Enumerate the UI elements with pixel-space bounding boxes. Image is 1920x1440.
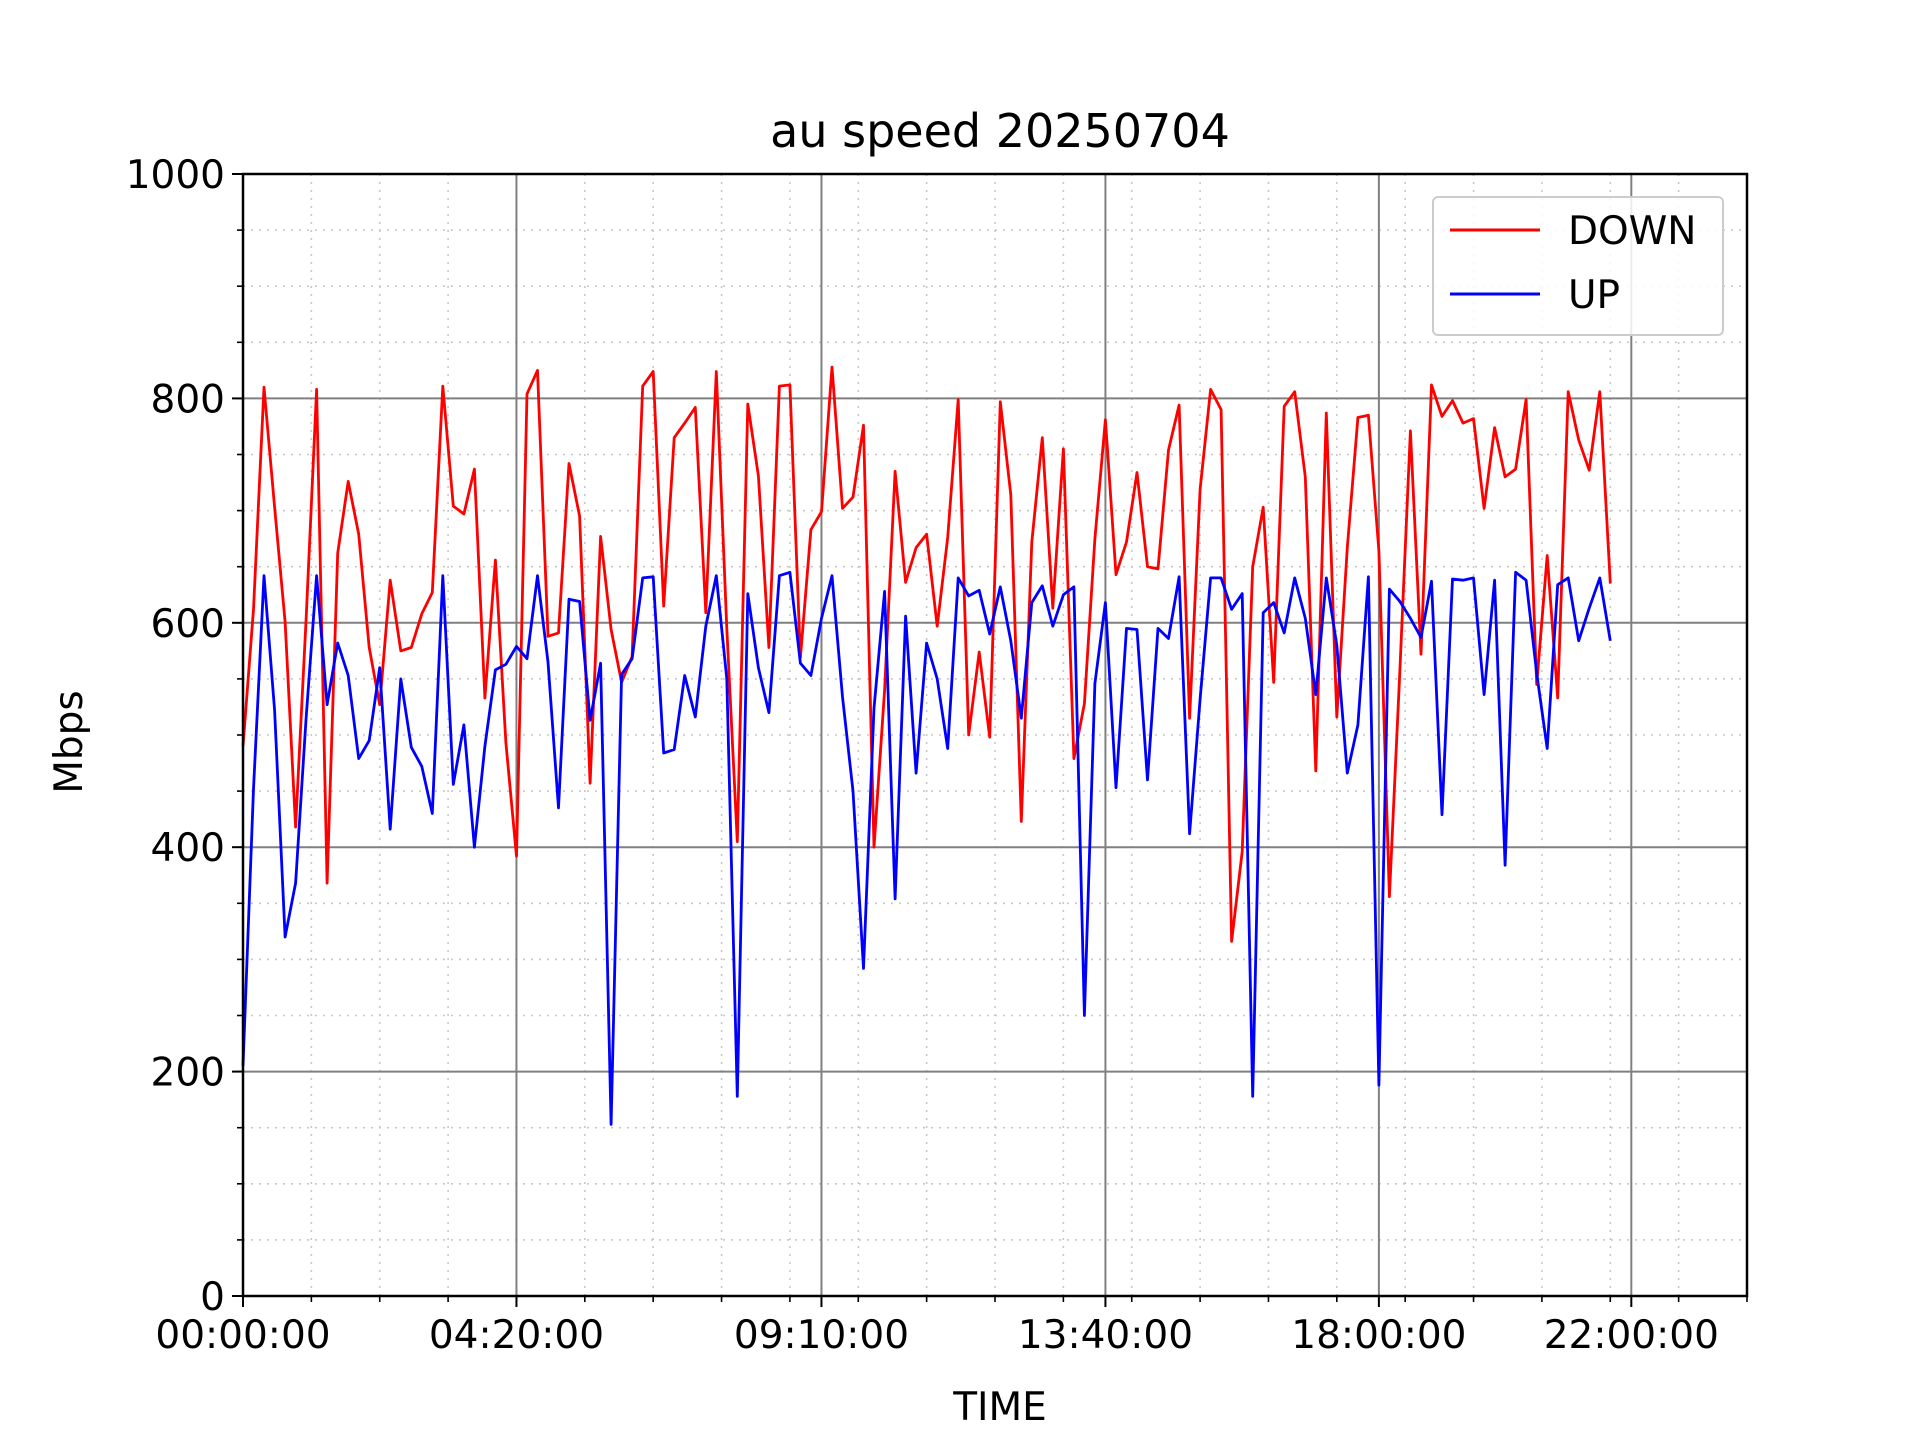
y-tick-label: 1000 (126, 153, 225, 198)
series-line-up (241, 570, 1612, 1126)
x-tick-label: 04:20:00 (429, 1313, 604, 1358)
legend-label-up: UP (1568, 273, 1620, 318)
x-tick-label: 18:00:00 (1291, 1313, 1466, 1358)
x-tick-label: 13:40:00 (1018, 1313, 1193, 1358)
chart-title: au speed 20250704 (770, 104, 1230, 158)
legend-label-down: DOWN (1568, 209, 1696, 254)
y-tick-label: 600 (151, 602, 225, 647)
x-tick-label: 22:00:00 (1544, 1313, 1719, 1358)
x-axis-title: TIME (952, 1385, 1047, 1430)
x-tick-label: 00:00:00 (155, 1313, 330, 1358)
legend: DOWN UP (1432, 196, 1724, 336)
y-tick-label: 200 (151, 1051, 225, 1096)
x-tick-label: 09:10:00 (734, 1313, 909, 1358)
series-line-down (241, 365, 1612, 943)
y-tick-label: 0 (200, 1275, 225, 1320)
y-axis-title: Mbps (47, 690, 92, 793)
series-lines (241, 365, 1612, 1126)
axis-ticks: 0 200 400 600 800 1000 00:00:00 04:20:00 09:10:0… (126, 153, 1748, 1358)
y-tick-label: 400 (151, 826, 225, 871)
y-tick-label: 800 (151, 377, 225, 422)
